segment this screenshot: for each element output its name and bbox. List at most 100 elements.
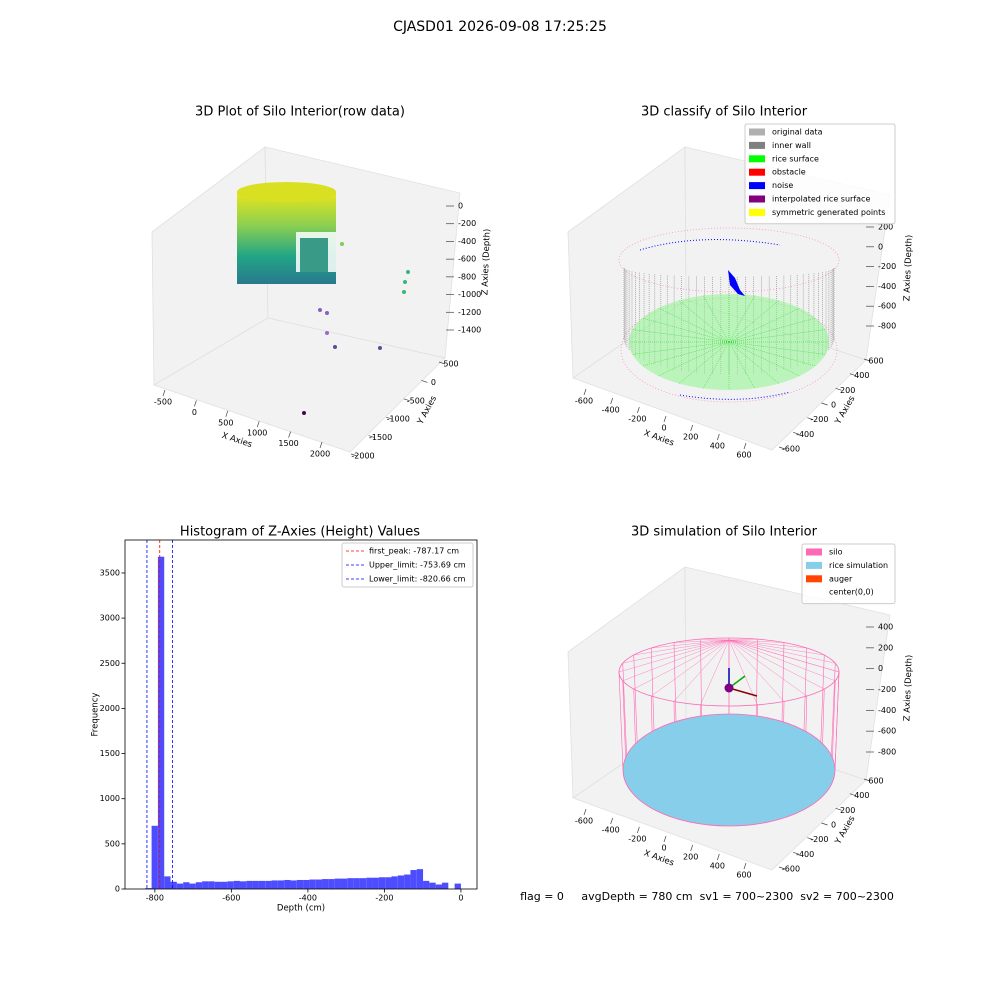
z-tick-label: -1400: [458, 326, 481, 335]
bar: [385, 877, 392, 889]
silo: [700, 638, 730, 641]
bar: [252, 880, 259, 889]
bar: [315, 879, 323, 889]
bar: [416, 869, 424, 889]
y-tick: [849, 793, 856, 796]
point-cloud: [632, 341, 730, 355]
legend-swatch: [749, 168, 765, 176]
axes-3d: -600-400-20002004006006004002000-200-400…: [567, 543, 915, 880]
x-tick-label: -400: [299, 894, 317, 903]
x-tick-label: -600: [575, 397, 593, 406]
point-cloud: [679, 391, 791, 400]
point-cloud: [402, 290, 406, 294]
x-tick: [743, 862, 747, 870]
silo: [728, 639, 807, 649]
x-tick-label: 600: [736, 871, 751, 880]
silo: [831, 663, 836, 756]
point-cloud: [406, 270, 410, 274]
chart-title: Histogram of Z-Axies (Height) Values: [180, 525, 420, 540]
y-tick: [807, 417, 814, 420]
point-cloud: [728, 270, 745, 296]
silo: [728, 639, 825, 690]
x-tick: [583, 808, 587, 816]
z-tick-label: 0: [878, 664, 883, 673]
y-tick-label: 0: [831, 401, 836, 410]
z-tick-label: -600: [458, 255, 476, 264]
x-tick-label: 1500: [278, 439, 298, 448]
legend-swatch: [749, 208, 765, 216]
axes-3d: -600-400-20002004006006004002000-200-400…: [567, 123, 915, 460]
legend-swatch: [806, 575, 822, 583]
point-cloud: [300, 238, 328, 272]
point-cloud: [642, 317, 730, 343]
y-tick: [368, 435, 375, 438]
bar: [359, 878, 367, 889]
histogram: -800 -600 -400 -200 0 0 500 1000 1500 2000 2500 300…: [91, 539, 478, 914]
y-tick-label: 500: [105, 839, 120, 848]
bar: [195, 882, 203, 889]
x-tick: [225, 410, 229, 417]
x-tick: [610, 397, 613, 405]
legend-box: [801, 543, 896, 605]
x-tick-label: 400: [710, 862, 725, 871]
point-cloud: [325, 331, 329, 335]
point-cloud: [728, 341, 826, 355]
z-tick-label: 0: [878, 242, 883, 251]
pane: [153, 317, 446, 453]
x-tick: [162, 389, 166, 397]
silo: [803, 647, 808, 731]
bar: [353, 878, 360, 889]
y-tick-label: -2000: [351, 452, 374, 461]
y-tick-label: 200: [840, 806, 855, 815]
z-tick-label: -600: [878, 727, 896, 736]
legend-label: Lower_limit: -820.66 cm: [369, 575, 466, 584]
z-tick-label: -1200: [458, 308, 481, 317]
y-tick: [386, 416, 393, 420]
legend-label: silo: [829, 548, 843, 557]
silo: [673, 639, 730, 702]
y-tick: [778, 446, 786, 450]
y-tick: [793, 432, 800, 435]
x-axis-label: Depth (cm): [277, 904, 325, 914]
bar: [334, 878, 341, 889]
point-cloud: [728, 295, 756, 343]
x-tick-label: 0: [661, 844, 666, 853]
bar: [347, 878, 354, 889]
bar: [221, 881, 228, 889]
point-cloud: [237, 182, 336, 202]
silo: [651, 639, 730, 697]
silo: [700, 639, 702, 716]
bar: [290, 880, 297, 889]
y-tick-label: 0: [115, 885, 120, 894]
x-tick-label: 200: [683, 853, 698, 862]
axes-frame: [124, 539, 478, 890]
legend-label: center(0,0): [829, 588, 874, 597]
bar: [277, 880, 285, 889]
x-tick: [256, 421, 260, 428]
z-tick-label: -400: [878, 282, 896, 291]
silo: [728, 639, 785, 702]
silo: [650, 647, 655, 731]
y-tick: [403, 398, 410, 402]
y-tick: [793, 852, 800, 855]
y-tick-label: 500: [443, 360, 458, 369]
bar: [410, 870, 417, 889]
x-tick-label: 0: [192, 408, 197, 417]
bar: [189, 883, 196, 889]
silo: [651, 639, 730, 649]
z-tick-label: -600: [878, 302, 896, 311]
legend-swatch: [749, 141, 765, 149]
bar: [258, 880, 266, 889]
bar: [145, 888, 152, 889]
legend-label: rice surface: [772, 154, 819, 163]
bar: [296, 879, 304, 889]
bar: [404, 874, 411, 889]
silo: [728, 639, 825, 656]
silo: [633, 639, 730, 690]
x-tick-label: 400: [710, 442, 725, 451]
bar: [246, 880, 253, 889]
legend-label: auger: [829, 574, 853, 583]
y-tick: [438, 361, 446, 365]
silo: [618, 671, 624, 771]
y-tick-label: 0: [431, 378, 436, 387]
